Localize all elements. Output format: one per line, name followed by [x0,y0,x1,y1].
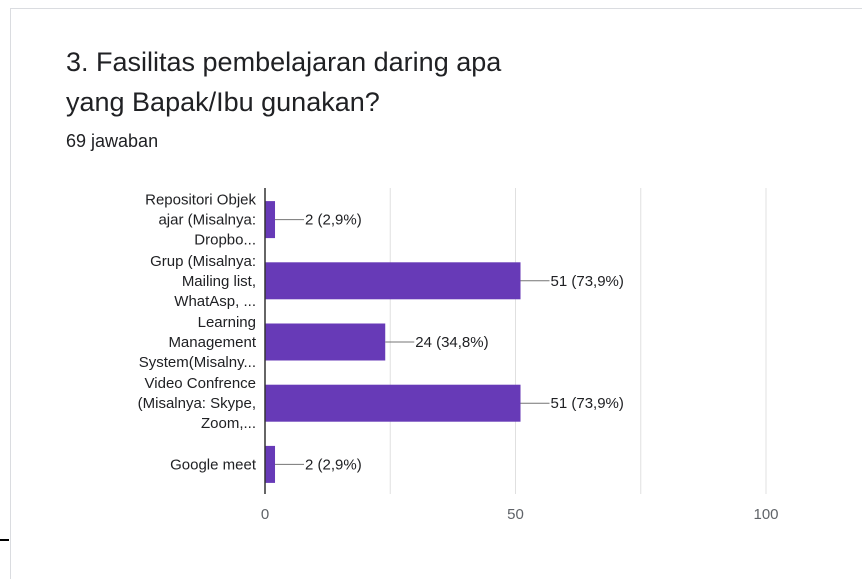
category-label: Video Confrence (Misalnya: Skype, Zoom,... [138,375,256,432]
x-tick-label: 50 [507,506,524,523]
category-label-line: System(Misalny... [139,354,256,371]
category-label: Repositori Objek ajar (Misalnya: Dropbo... [145,192,256,249]
value-label: 24 (34,8%) [415,334,488,351]
question-title-line-2: yang Bapak/Ibu gunakan? [66,87,380,117]
bar [265,384,521,422]
category-label-line: Mailing list, [182,273,256,290]
question-title-line-1: 3. Fasilitas pembelajaran daring apa [66,47,502,77]
x-tick-label: 100 [753,506,778,523]
bar [265,262,521,300]
category-label-line: Google meet [170,456,257,473]
category-label-line: (Misalnya: Skype, [138,395,256,412]
category-label: Learning Management System(Misalny... [139,314,257,371]
category-label-line: Zoom,... [201,415,256,432]
category-label: Google meet [170,456,257,473]
edge-mark [0,539,9,541]
value-label: 2 (2,9%) [305,456,362,473]
bar [265,323,386,361]
bar [265,201,276,239]
category-label-line: Dropbo... [194,232,256,249]
category-label-line: Grup (Misalnya: [150,253,256,270]
category-label-line: Management [168,334,256,351]
response-count: 69 jawaban [66,131,159,151]
bar [265,445,276,483]
category-label: Grup (Misalnya: Mailing list, WhatAsp, ... [150,253,256,310]
value-label: 51 (73,9%) [551,273,624,290]
value-label: 51 (73,9%) [551,395,624,412]
category-label-line: WhatAsp, ... [174,293,256,310]
category-label-line: ajar (Misalnya: [158,212,256,229]
category-label-line: Learning [198,314,256,331]
category-label-line: Repositori Objek [145,192,256,209]
value-label: 2 (2,9%) [305,212,362,229]
x-tick-label: 0 [261,506,269,523]
category-label-line: Video Confrence [145,375,256,392]
question-title: 3. Fasilitas pembelajaran daring apa yan… [66,42,766,122]
